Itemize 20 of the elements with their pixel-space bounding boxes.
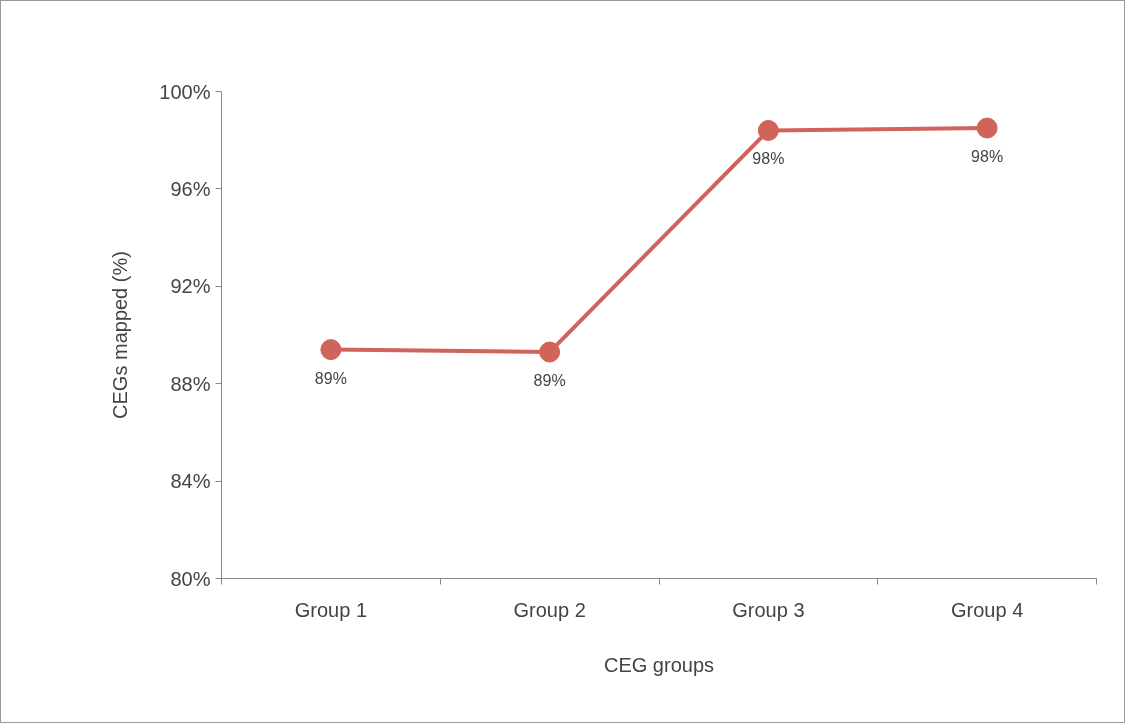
x-tick-label: Group 1 [294,598,368,621]
point [976,117,998,139]
point [539,341,561,363]
x-tick-label: Group 4 [950,598,1024,621]
x-axis-title: CEG groups [603,653,715,676]
y-tick-label: 84% [170,470,211,493]
data-label: 89% [533,372,566,390]
point [320,339,342,361]
y-tick-label: 96% [170,177,211,200]
y-tick-label: 100% [159,80,211,103]
x-tick-label: Group 3 [732,598,805,621]
data-label: 89% [314,369,347,387]
data-label: 98% [971,148,1004,166]
x-tick-label: Group 2 [513,598,586,621]
y-tick-label: 88% [170,372,211,395]
y-axis-title: CEGs mapped (%) [109,251,132,419]
data-label: 98% [752,150,785,168]
y-tick-label: 92% [170,275,211,298]
y-tick-label: 80% [170,567,211,590]
point [757,119,779,141]
